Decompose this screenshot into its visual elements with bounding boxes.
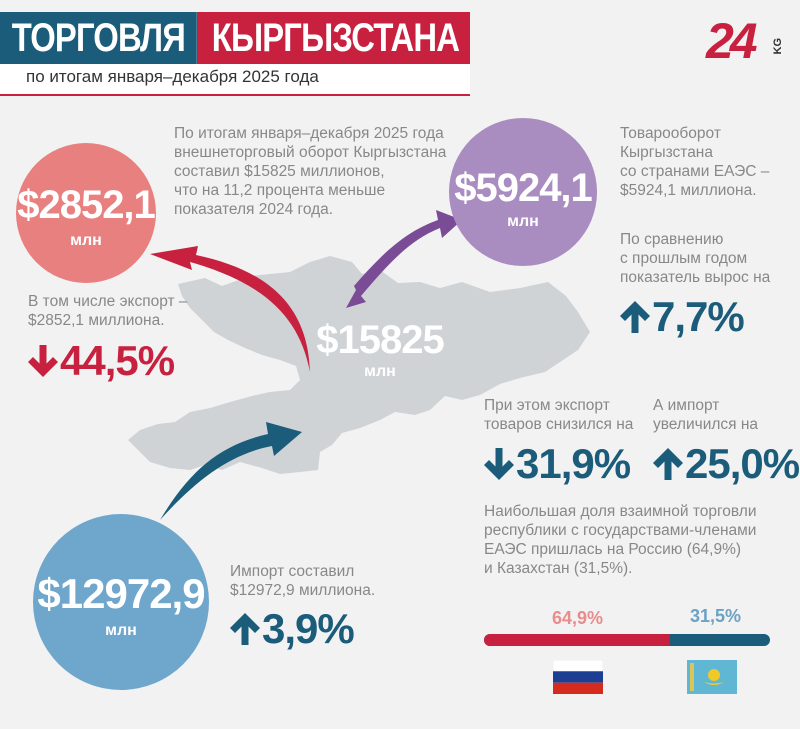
share-russia-label: 64,9%	[552, 608, 604, 628]
logo-number: 24	[706, 13, 758, 69]
share-kazakhstan-label: 31,5%	[690, 606, 742, 626]
subtitle-underline	[0, 94, 470, 96]
export-arrow	[150, 246, 310, 372]
eaeu-import-change: 25,0%	[653, 441, 800, 487]
title-right: КЫРГЫЗСТАНА	[197, 12, 470, 64]
import-change: 3,9%	[230, 606, 355, 652]
import-arrow	[160, 422, 302, 520]
site-logo[interactable]: 24 KG	[706, 13, 784, 69]
eaeu-growth-value: 7,7%	[620, 294, 745, 340]
export-unit: млн	[70, 232, 102, 249]
eaeu-description: Товарооборот Кыргызстана со странами ЕАЭ…	[620, 125, 770, 199]
export-value: $2852,1	[17, 183, 156, 227]
arrow-up-icon	[653, 448, 683, 480]
arrow-up-icon	[620, 301, 650, 333]
eaeu-import-text: А импорт увеличился на	[653, 397, 759, 433]
total-unit: млн	[364, 363, 396, 380]
eaeu-growth-text: По сравнению с прошлым годом показатель …	[620, 231, 771, 286]
eaeu-export-text: При этом экспорт товаров снизился на	[484, 397, 634, 433]
total-block: $15825 млн	[300, 318, 460, 381]
total-description: По итогам января–декабря 2025 года внешн…	[174, 125, 447, 218]
subtitle: по итогам января–декабря 2025 года	[26, 67, 319, 86]
eaeu-unit: млн	[507, 213, 539, 230]
share-description: Наибольшая доля взаимной торговли респуб…	[484, 503, 757, 577]
eaeu-export-change: 31,9%	[484, 441, 631, 487]
eaeu-circle: $5924,1 млн	[449, 118, 597, 266]
export-change: 44,5%	[28, 338, 175, 384]
arrow-down-icon	[484, 448, 514, 480]
arrow-down-icon	[28, 345, 58, 377]
import-value: $12972,9	[37, 570, 205, 617]
export-description: В том числе экспорт – $2852,1 миллиона.	[28, 293, 188, 329]
kazakhstan-flag-icon	[687, 660, 737, 694]
import-unit: млн	[105, 622, 137, 639]
total-value: $15825	[316, 318, 444, 362]
import-description: Импорт составил $12972,9 миллиона.	[230, 563, 376, 599]
export-circle: $2852,1 млн	[16, 143, 156, 283]
eaeu-arrow	[346, 210, 462, 308]
subtitle-bar	[0, 64, 470, 94]
title-left: ТОРГОВЛЯ	[0, 12, 197, 64]
russia-flag-icon	[553, 660, 603, 694]
eaeu-value: $5924,1	[454, 166, 593, 210]
share-bar	[484, 634, 770, 646]
share-bar-russia	[484, 634, 670, 646]
import-circle: $12972,9 млн	[33, 514, 209, 690]
arrow-up-icon	[230, 613, 260, 645]
